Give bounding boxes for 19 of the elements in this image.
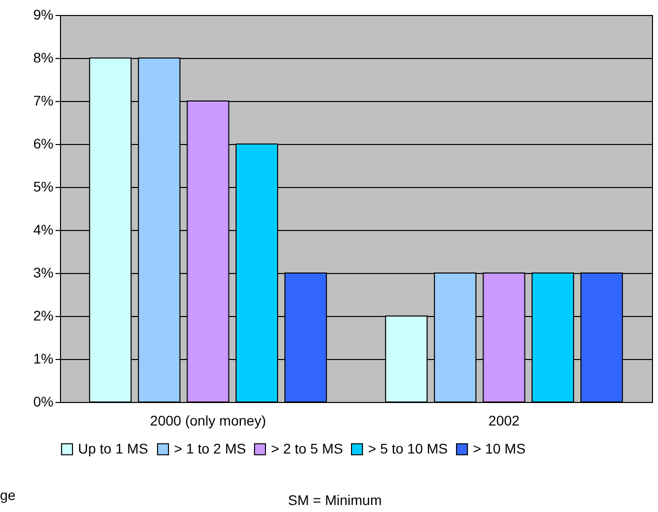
x-tick-label: 2000 (only money) (150, 412, 266, 428)
y-tick-label: 8% (33, 50, 54, 66)
y-tick-label: 2% (33, 308, 54, 324)
text: SM = Minimum (288, 492, 382, 508)
y-tick-label: 7% (33, 92, 54, 108)
y-tick-label: 5% (33, 178, 54, 194)
x-tick-label: 2002 (488, 412, 520, 428)
text: ge (0, 487, 16, 503)
y-tick-label: 4% (33, 222, 54, 238)
y-tick-label: 3% (33, 264, 54, 280)
y-tick-label: 0% (33, 394, 54, 410)
legend-label: > 2 to 5 MS (271, 440, 343, 456)
legend-label: > 10 MS (473, 440, 526, 456)
y-tick-label: 9% (33, 6, 54, 22)
legend-label: > 1 to 2 MS (174, 440, 246, 456)
legend-label: > 5 to 10 MS (368, 440, 448, 456)
y-tick-label: 6% (33, 136, 54, 152)
y-tick-label: 1% (33, 350, 54, 366)
legend-label: Up to 1 MS (78, 440, 148, 456)
